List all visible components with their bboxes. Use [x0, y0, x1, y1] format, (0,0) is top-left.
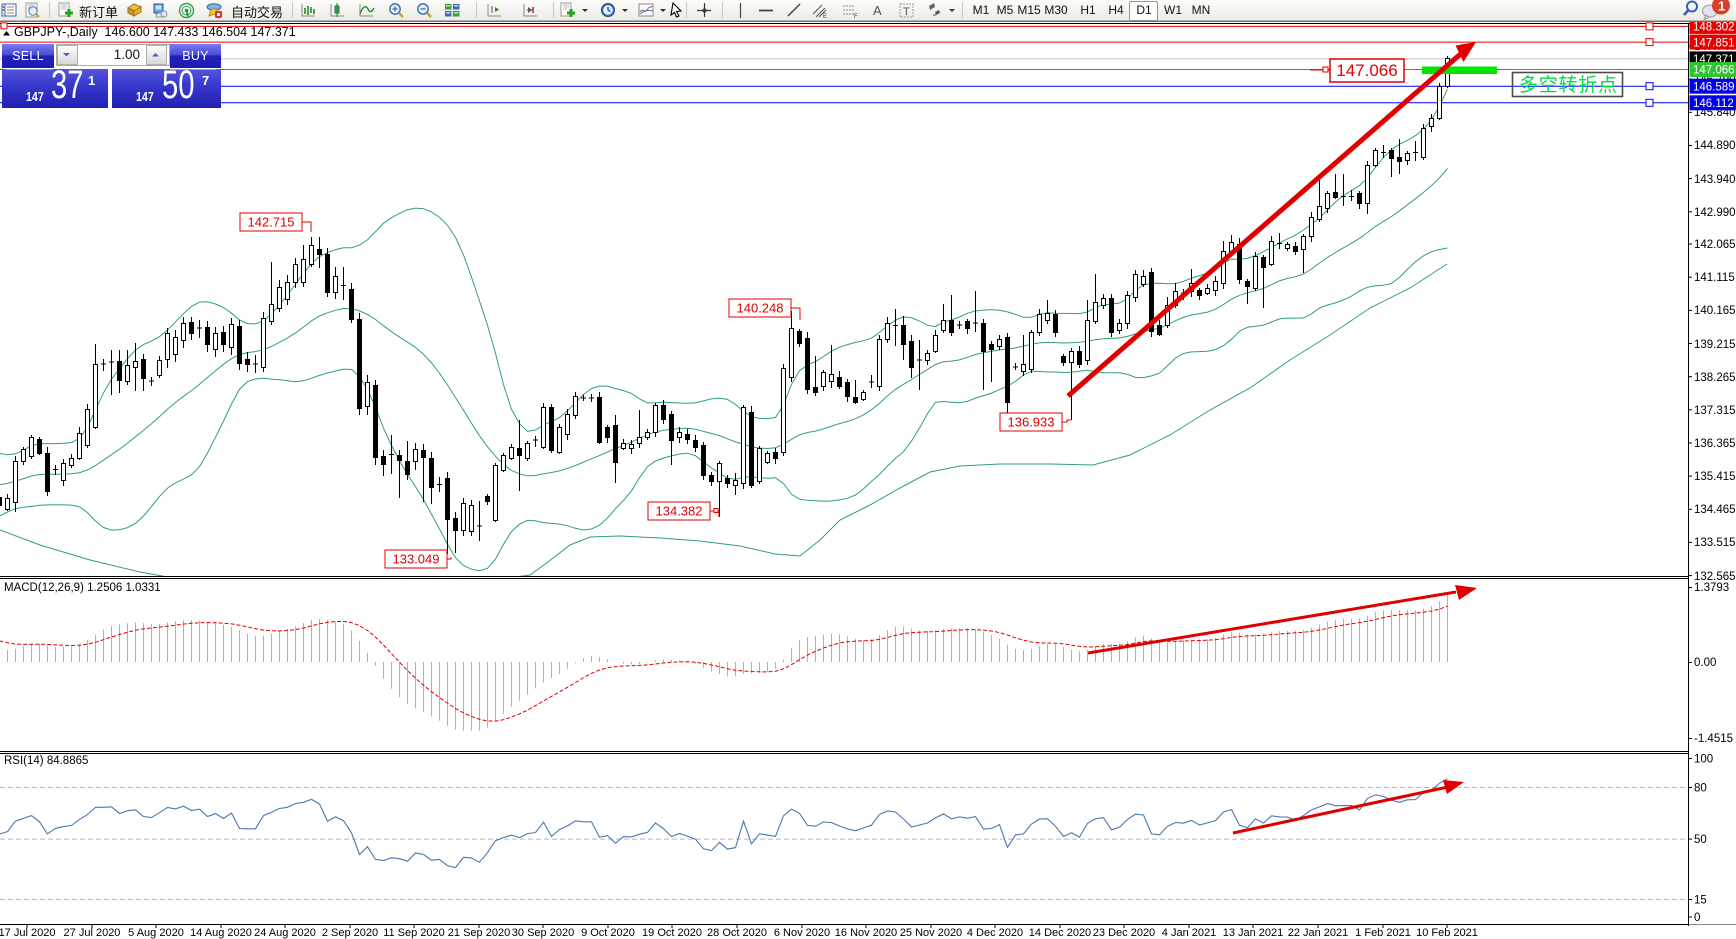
svg-text:140.165: 140.165: [1694, 305, 1736, 317]
svg-text:4 Dec 2020: 4 Dec 2020: [967, 927, 1023, 939]
svg-text:133.515: 133.515: [1694, 537, 1736, 549]
svg-text:141.115: 141.115: [1694, 272, 1735, 284]
svg-text:22 Jan 2021: 22 Jan 2021: [1288, 927, 1349, 939]
svg-text:136.365: 136.365: [1694, 438, 1736, 450]
svg-text:21 Sep 2020: 21 Sep 2020: [448, 927, 510, 939]
svg-text:14 Aug 2020: 14 Aug 2020: [190, 927, 252, 939]
svg-text:RSI(14) 84.8865: RSI(14) 84.8865: [4, 755, 88, 767]
svg-text:142.715: 142.715: [248, 215, 295, 230]
svg-text:2 Sep 2020: 2 Sep 2020: [322, 927, 378, 939]
svg-text:100: 100: [1694, 754, 1713, 766]
svg-text:146.112: 146.112: [1693, 98, 1734, 110]
svg-text:80: 80: [1694, 783, 1707, 795]
svg-text:10 Feb 2021: 10 Feb 2021: [1416, 927, 1478, 939]
svg-text:0.00: 0.00: [1694, 657, 1716, 669]
svg-text:143.940: 143.940: [1694, 174, 1736, 186]
svg-text:-1.4515: -1.4515: [1694, 733, 1733, 745]
svg-text:GBPJPY-,Daily 146.600 147.433: GBPJPY-,Daily 146.600 147.433 146.504 14…: [14, 25, 296, 39]
svg-text:F: F: [854, 14, 858, 19]
svg-text:11 Sep 2020: 11 Sep 2020: [383, 927, 445, 939]
svg-text:142.990: 142.990: [1694, 207, 1736, 219]
svg-text:15: 15: [1694, 895, 1707, 907]
svg-text:27 Jul 2020: 27 Jul 2020: [64, 927, 121, 939]
svg-text:16 Nov 2020: 16 Nov 2020: [835, 927, 897, 939]
svg-text:144.890: 144.890: [1694, 140, 1736, 152]
svg-text:A: A: [873, 3, 882, 18]
svg-text:多空转折点: 多空转折点: [1519, 74, 1617, 96]
svg-text:137.315: 137.315: [1694, 405, 1736, 417]
svg-text:24 Aug 2020: 24 Aug 2020: [254, 927, 316, 939]
svg-text:1: 1: [1718, 0, 1725, 14]
svg-text:13 Jan 2021: 13 Jan 2021: [1223, 927, 1284, 939]
svg-text:28 Oct 2020: 28 Oct 2020: [707, 927, 767, 939]
svg-text:6 Nov 2020: 6 Nov 2020: [774, 927, 830, 939]
svg-text:136.933: 136.933: [1008, 415, 1055, 430]
svg-text:142.065: 142.065: [1694, 239, 1736, 251]
svg-text:140.248: 140.248: [737, 301, 784, 316]
svg-text:146.589: 146.589: [1693, 81, 1735, 93]
svg-text:19 Oct 2020: 19 Oct 2020: [642, 927, 702, 939]
svg-text:147.066: 147.066: [1693, 65, 1735, 77]
svg-text:147.851: 147.851: [1693, 37, 1735, 49]
svg-text:4 Jan 2021: 4 Jan 2021: [1162, 927, 1216, 939]
svg-text:1.3793: 1.3793: [1694, 582, 1729, 594]
svg-text:25 Nov 2020: 25 Nov 2020: [900, 927, 962, 939]
svg-text:134.382: 134.382: [656, 504, 703, 519]
svg-text:134.465: 134.465: [1694, 504, 1736, 516]
svg-text:139.215: 139.215: [1694, 339, 1736, 351]
svg-text:T: T: [903, 6, 910, 18]
svg-text:148.302: 148.302: [1693, 22, 1735, 34]
svg-text:0: 0: [1694, 912, 1700, 924]
svg-text:E: E: [823, 14, 827, 19]
svg-text:30 Sep 2020: 30 Sep 2020: [512, 927, 574, 939]
svg-text:1 Feb 2021: 1 Feb 2021: [1355, 927, 1411, 939]
svg-text:5 Aug 2020: 5 Aug 2020: [128, 927, 184, 939]
svg-text:138.265: 138.265: [1694, 372, 1736, 384]
svg-text:MACD(12,26,9) 1.2506 1.0331: MACD(12,26,9) 1.2506 1.0331: [4, 582, 161, 594]
svg-text:14 Dec 2020: 14 Dec 2020: [1029, 927, 1091, 939]
svg-text:135.415: 135.415: [1694, 471, 1736, 483]
svg-text:132.565: 132.565: [1694, 571, 1736, 583]
svg-text:50: 50: [1694, 834, 1707, 846]
svg-text:147.066: 147.066: [1336, 61, 1397, 80]
svg-text:17 Jul 2020: 17 Jul 2020: [0, 927, 55, 939]
svg-text:133.049: 133.049: [393, 552, 440, 567]
svg-text:23 Dec 2020: 23 Dec 2020: [1093, 927, 1155, 939]
svg-text:9 Oct 2020: 9 Oct 2020: [581, 927, 635, 939]
